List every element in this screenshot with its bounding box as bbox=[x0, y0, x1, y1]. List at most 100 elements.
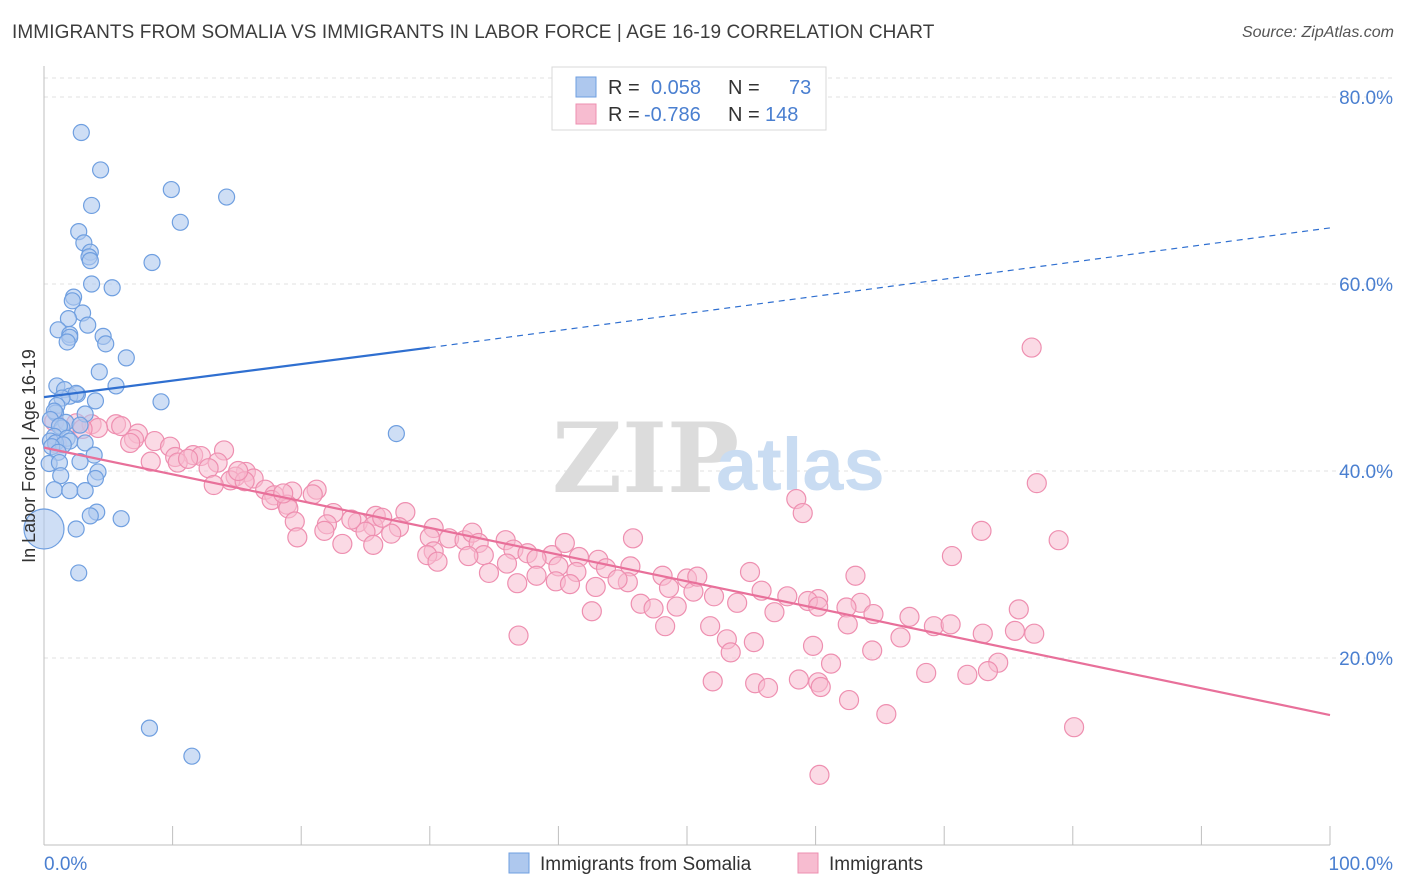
somalia-trend-line bbox=[43, 346, 430, 399]
immigrants-point bbox=[727, 592, 748, 613]
somalia-point bbox=[82, 275, 101, 293]
somalia-point bbox=[117, 349, 135, 367]
immigrants-point bbox=[198, 458, 219, 479]
immigrants-point bbox=[702, 671, 723, 692]
immigrants-point bbox=[977, 660, 999, 682]
legend-r-label-0: R = bbox=[608, 77, 640, 99]
somalia-point bbox=[81, 252, 99, 270]
immigrants-point bbox=[658, 577, 680, 598]
immigrants-point bbox=[332, 533, 353, 555]
legend-stats: R = 0.058 N = 73 R = -0.786 N = 148 bbox=[551, 66, 827, 131]
immigrants-point bbox=[666, 596, 687, 617]
immigrants-point bbox=[508, 625, 529, 646]
immigrants-point bbox=[899, 606, 920, 627]
somalia-point bbox=[82, 196, 101, 215]
somalia-point bbox=[387, 425, 405, 443]
somalia-trend-extension bbox=[429, 227, 1331, 349]
immigrants-point bbox=[1048, 530, 1069, 551]
somalia-point bbox=[61, 482, 79, 500]
immigrants-point bbox=[1008, 599, 1029, 620]
immigrants-point bbox=[838, 689, 860, 711]
somalia-point bbox=[86, 469, 105, 488]
immigrants-point bbox=[941, 545, 963, 567]
somalia-point bbox=[67, 520, 85, 538]
immigrants-point bbox=[111, 416, 132, 437]
immigrants-point bbox=[792, 502, 813, 524]
immigrants-point bbox=[559, 574, 581, 595]
source-label: Source: ZipAtlas.com bbox=[1241, 24, 1394, 41]
immigrants-point bbox=[585, 576, 606, 598]
immigrants-point bbox=[810, 676, 831, 698]
immigrants-point bbox=[287, 527, 308, 548]
somalia-point bbox=[97, 335, 115, 353]
immigrants-point bbox=[607, 569, 628, 590]
somalia-point bbox=[76, 434, 94, 452]
immigrants-trend-line bbox=[43, 446, 1331, 717]
immigrants-point bbox=[643, 598, 664, 619]
somalia-point bbox=[81, 507, 99, 525]
somalia-point bbox=[23, 508, 65, 550]
immigrants-point bbox=[845, 565, 866, 586]
immigrants-point bbox=[862, 640, 883, 661]
immigrants-point bbox=[655, 616, 676, 637]
legend-r-value-1: -0.786 bbox=[644, 104, 701, 126]
somalia-point bbox=[171, 213, 189, 231]
immigrants-point bbox=[757, 677, 779, 699]
immigrants-point bbox=[1021, 337, 1042, 358]
somalia-point bbox=[52, 467, 70, 485]
watermark-zip: ZIP bbox=[552, 402, 739, 515]
immigrants-point bbox=[526, 565, 547, 586]
somalia-point bbox=[140, 719, 159, 737]
immigrants-point bbox=[314, 520, 335, 541]
immigrants-point bbox=[140, 451, 161, 472]
immigrants-point bbox=[120, 432, 141, 454]
somalia-point bbox=[90, 363, 108, 381]
immigrants-point bbox=[381, 523, 402, 544]
immigrants-point bbox=[273, 483, 294, 504]
immigrants-point bbox=[837, 614, 858, 635]
somalia-point bbox=[70, 564, 88, 582]
x-tick-label-100: 100.0% bbox=[1329, 854, 1394, 875]
immigrants-point bbox=[971, 520, 992, 541]
gridlines bbox=[44, 77, 1392, 659]
somalia-point bbox=[112, 510, 130, 528]
immigrants-point bbox=[890, 627, 911, 648]
legend-box bbox=[551, 66, 827, 131]
legend-r-value-0: 0.058 bbox=[651, 77, 701, 99]
somalia-point bbox=[63, 292, 81, 310]
immigrants-point bbox=[743, 632, 764, 653]
trend-lines bbox=[43, 227, 1331, 717]
immigrants-point bbox=[1004, 620, 1026, 641]
legend-n-value-1: 148 bbox=[765, 104, 798, 126]
y-axis-title: In Labor Force | Age 16-19 bbox=[19, 349, 39, 563]
immigrants-point bbox=[957, 664, 978, 685]
immigrants-point bbox=[809, 764, 830, 785]
legend-series: Immigrants from Somalia Immigrants bbox=[508, 852, 923, 875]
somalia-points bbox=[23, 123, 405, 765]
immigrants-point bbox=[363, 534, 384, 555]
immigrants-point bbox=[458, 545, 479, 567]
somalia-point bbox=[143, 253, 161, 272]
immigrants-point bbox=[341, 509, 362, 530]
immigrants-point bbox=[622, 528, 644, 549]
immigrants-point bbox=[1026, 473, 1047, 494]
somalia-point bbox=[76, 482, 94, 500]
immigrants-point bbox=[802, 635, 824, 656]
immigrants-point bbox=[940, 614, 961, 635]
somalia-point bbox=[79, 316, 97, 334]
immigrants-point bbox=[507, 573, 528, 594]
somalia-point bbox=[218, 188, 236, 206]
y-axis-title-group: In Labor Force | Age 16-19 bbox=[19, 349, 39, 563]
immigrants-point bbox=[581, 601, 602, 622]
immigrants-point bbox=[703, 586, 725, 607]
somalia-point bbox=[71, 453, 89, 471]
immigrants-point bbox=[788, 669, 809, 690]
immigrants-point bbox=[916, 662, 937, 684]
somalia-point bbox=[162, 180, 180, 199]
immigrants-point bbox=[739, 561, 761, 583]
legend-n-label-0: N = bbox=[728, 77, 760, 99]
immigrants-point bbox=[1063, 717, 1085, 738]
somalia-point bbox=[91, 161, 110, 179]
legend-n-value-0: 73 bbox=[789, 77, 811, 99]
